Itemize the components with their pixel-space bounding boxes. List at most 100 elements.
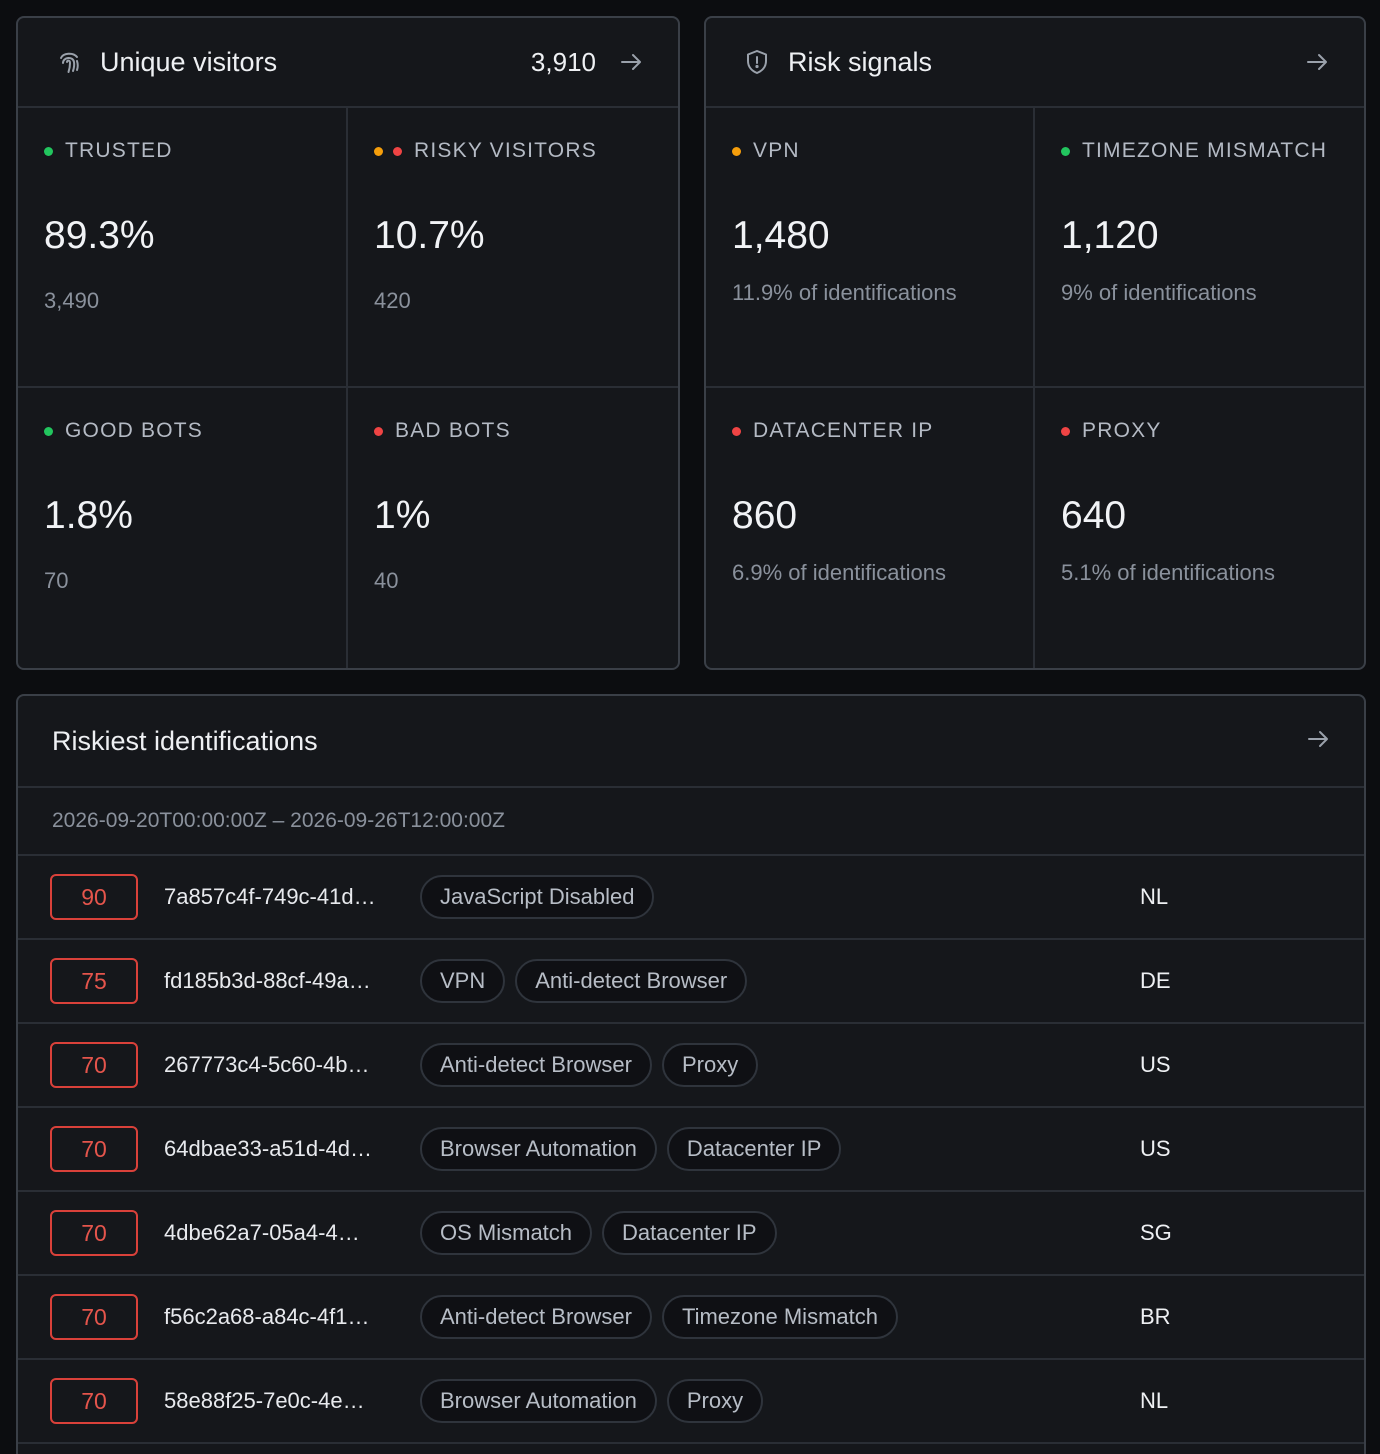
stat-value: 10.7% [374, 214, 485, 257]
stat-cell: TRUSTED 89.3% 3,490 [18, 108, 348, 388]
stat-cell: TIMEZONE MISMATCH 1,120 9% of identificati… [1035, 108, 1364, 388]
stat-label: PROXY [1061, 416, 1338, 446]
unique-visitors-card: Unique visitors 3,910 TRUSTED 89.3% 3,490 R… [16, 16, 680, 670]
country-code: NL [1140, 1388, 1169, 1413]
signal-tag: Datacenter IP [666, 1127, 842, 1171]
risk-score-badge: 70 [50, 1042, 138, 1088]
stat-label: VPN [732, 136, 1007, 166]
arrow-right-icon[interactable] [1304, 49, 1330, 75]
visitors-grid: TRUSTED 89.3% 3,490 RISKY VISITORS 10.7% 420 G… [18, 108, 678, 668]
stat-label-text: GOOD BOTS [65, 419, 203, 442]
unique-visitors-title: Unique visitors [100, 46, 278, 77]
stat-subtext: 9% of identifications [1061, 280, 1257, 305]
risk-score-badge: 70 [50, 1126, 138, 1172]
visitor-id-link[interactable]: 64dbae33-a51d-4d… [164, 1136, 372, 1161]
visitor-id-link[interactable]: 267773c4-5c60-4b… [164, 1052, 370, 1077]
stat-label: TRUSTED [44, 136, 320, 166]
table-row[interactable]: 70 58e88f25-7e0c-4e… Browser Automation Pro… [18, 1360, 1364, 1444]
visitor-id-link[interactable]: 7a857c4f-749c-41d… [164, 884, 376, 909]
table-row[interactable]: 90 7a857c4f-749c-41d… JavaScript Disabled N… [18, 856, 1364, 940]
visitor-id-link[interactable]: f56c2a68-a84c-4f1… [164, 1304, 370, 1329]
risk-signals-card: Risk signals VPN 1,480 11.9% of identifica… [704, 16, 1366, 670]
signal-tags: Anti-detect Browser Proxy [420, 1043, 759, 1087]
stat-cell: BAD BOTS 1% 40 [348, 388, 678, 668]
stat-cell: VPN 1,480 11.9% of identifications [706, 108, 1035, 388]
country-code: US [1140, 1052, 1171, 1077]
arrow-right-icon[interactable] [1306, 727, 1330, 756]
table-row[interactable]: 70 4dbe62a7-05a4-4… OS Mismatch Datacenter … [18, 1192, 1364, 1276]
risk-score-badge: 70 [50, 1294, 138, 1340]
riskiest-identifications-title: Riskiest identifications [52, 725, 318, 756]
status-dot-icon [1061, 426, 1074, 436]
visitor-id-link[interactable]: fd185b3d-88cf-49a… [164, 968, 371, 993]
signal-tag: Proxy [661, 1043, 759, 1087]
signal-tags: Browser Automation Datacenter IP [420, 1127, 842, 1171]
country-code: NL [1140, 884, 1169, 909]
stat-value: 1,480 [732, 214, 830, 257]
signal-tags: VPN Anti-detect Browser [420, 959, 748, 1003]
stat-value: 1.8% [44, 494, 133, 537]
riskiest-identifications-card: Riskiest identifications 2026-09-20T00:0… [16, 694, 1366, 1454]
country-code: SG [1140, 1220, 1172, 1245]
risk-score-badge: 70 [50, 1210, 138, 1256]
visitor-id-link[interactable]: 58e88f25-7e0c-4e… [164, 1388, 365, 1413]
risk-signals-title: Risk signals [788, 46, 933, 77]
shield-icon [740, 45, 774, 79]
stat-cell: DATACENTER IP 860 6.9% of identifications [706, 388, 1035, 668]
stat-label: GOOD BOTS [44, 416, 320, 446]
stat-label-text: DATACENTER IP [753, 419, 934, 442]
stat-value: 860 [732, 494, 798, 537]
stat-subtext: 70 [44, 568, 69, 593]
stat-subtext: 3,490 [44, 288, 100, 313]
signal-tags: JavaScript Disabled [420, 875, 655, 919]
risk-score-badge: 70 [50, 1378, 138, 1424]
stat-label: TIMEZONE MISMATCH [1061, 136, 1338, 166]
table-row[interactable]: 70 64dbae33-a51d-4d… Browser Automation Dat… [18, 1108, 1364, 1192]
signal-tags: Anti-detect Browser Timezone Mismatch [420, 1295, 898, 1339]
status-dot-icon [374, 146, 406, 156]
country-code: BR [1140, 1304, 1171, 1329]
risk-signals-header[interactable]: Risk signals [706, 18, 1364, 108]
country-code: DE [1140, 968, 1171, 993]
date-range: 2026-09-20T00:00:00Z – 2026-09-26T12:00:… [18, 788, 1364, 856]
stat-label-text: BAD BOTS [395, 419, 511, 442]
stat-label-text: PROXY [1082, 419, 1162, 442]
table-row[interactable]: 70 267773c4-5c60-4b… Anti-detect Browser Pr… [18, 1024, 1364, 1108]
stat-label: BAD BOTS [374, 416, 652, 446]
arrow-right-icon[interactable] [618, 49, 644, 75]
signal-tag: Anti-detect Browser [515, 959, 748, 1003]
visitor-id-link[interactable]: 4dbe62a7-05a4-4… [164, 1220, 360, 1245]
stat-label-text: TIMEZONE MISMATCH [1082, 139, 1328, 162]
status-dot-icon [44, 426, 57, 436]
signal-tags: Browser Automation Proxy [420, 1379, 764, 1423]
stat-subtext: 420 [374, 288, 411, 313]
risk-grid: VPN 1,480 11.9% of identifications TIMEZONE… [706, 108, 1364, 668]
stat-label-text: RISKY VISITORS [414, 139, 597, 162]
riskiest-identifications-header[interactable]: Riskiest identifications [18, 696, 1364, 788]
signal-tag: VPN [420, 959, 506, 1003]
stat-cell: RISKY VISITORS 10.7% 420 [348, 108, 678, 388]
stat-label: RISKY VISITORS [374, 136, 652, 166]
unique-visitors-total: 3,910 [530, 46, 596, 77]
status-dot-icon [44, 146, 57, 156]
signal-tag: Anti-detect Browser [420, 1043, 652, 1087]
fingerprint-icon [52, 45, 86, 79]
status-dot-icon [732, 426, 745, 436]
table-row[interactable]: 70 f56c2a68-a84c-4f1… Anti-detect Browser T… [18, 1276, 1364, 1360]
stat-subtext: 5.1% of identifications [1061, 560, 1276, 585]
stat-value: 640 [1061, 494, 1127, 537]
stat-label-text: VPN [753, 139, 800, 162]
signal-tag: OS Mismatch [420, 1211, 593, 1255]
unique-visitors-header[interactable]: Unique visitors 3,910 [18, 18, 678, 108]
identifications-list: 90 7a857c4f-749c-41d… JavaScript Disabled N… [18, 856, 1364, 1444]
signal-tag: Anti-detect Browser [420, 1295, 652, 1339]
status-dot-icon [732, 146, 745, 156]
table-row[interactable]: 75 fd185b3d-88cf-49a… VPN Anti-detect Brows… [18, 940, 1364, 1024]
signal-tag: Browser Automation [420, 1127, 657, 1171]
stat-value: 89.3% [44, 214, 155, 257]
signal-tag: JavaScript Disabled [420, 875, 655, 919]
stat-subtext: 6.9% of identifications [732, 560, 947, 585]
signal-tag: Proxy [666, 1379, 764, 1423]
stat-label-text: TRUSTED [65, 139, 173, 162]
signal-tag: Datacenter IP [602, 1211, 777, 1255]
